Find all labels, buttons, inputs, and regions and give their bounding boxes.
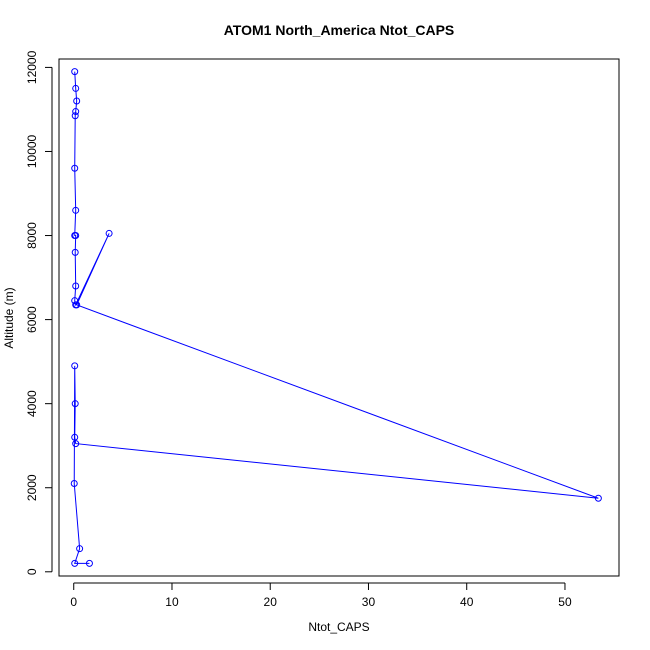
data-point bbox=[594, 494, 602, 502]
y-tick-label: 4000 bbox=[25, 390, 39, 417]
data-point bbox=[71, 297, 79, 305]
y-axis: 0 2000 4000 6000 8000 10000 12000 bbox=[25, 50, 53, 575]
data-point bbox=[85, 559, 93, 567]
chart-title: ATOM1 North_America Ntot_CAPS bbox=[224, 22, 455, 38]
x-tick-label: 50 bbox=[558, 595, 572, 609]
data-point bbox=[72, 206, 80, 214]
data-point bbox=[72, 232, 80, 240]
data-point bbox=[71, 248, 79, 256]
data-point bbox=[71, 112, 79, 120]
plot-box bbox=[58, 58, 620, 577]
plot-area bbox=[58, 58, 620, 577]
x-tick-label: 40 bbox=[460, 595, 474, 609]
data-point bbox=[76, 545, 84, 553]
data-point bbox=[71, 559, 79, 567]
y-tick-label: 8000 bbox=[25, 222, 39, 249]
x-tick-label: 30 bbox=[362, 595, 376, 609]
y-tick-label: 0 bbox=[25, 568, 39, 575]
data-point bbox=[72, 108, 80, 116]
data-point bbox=[71, 400, 79, 408]
y-tick-label: 6000 bbox=[25, 306, 39, 333]
series-layer bbox=[70, 68, 602, 567]
data-point bbox=[71, 362, 79, 370]
y-tick-label: 12000 bbox=[25, 50, 39, 84]
data-point bbox=[105, 229, 113, 237]
x-tick-label: 10 bbox=[165, 595, 179, 609]
data-point bbox=[72, 282, 80, 290]
data-point bbox=[72, 84, 80, 92]
series-line bbox=[73, 71, 599, 564]
x-axis-title: Ntot_CAPS bbox=[308, 620, 369, 634]
y-tick-label: 10000 bbox=[25, 134, 39, 168]
data-point bbox=[71, 164, 79, 172]
x-tick-label: 20 bbox=[264, 595, 278, 609]
x-axis: 0 10 20 30 40 50 bbox=[70, 582, 572, 609]
y-tick-label: 2000 bbox=[25, 474, 39, 501]
data-point bbox=[73, 97, 81, 105]
data-point bbox=[71, 68, 79, 76]
x-tick-label: 0 bbox=[70, 595, 77, 609]
data-point bbox=[70, 480, 78, 488]
data-point bbox=[71, 433, 79, 441]
data-point bbox=[73, 301, 81, 309]
y-axis-title: Altitude (m) bbox=[2, 287, 16, 348]
